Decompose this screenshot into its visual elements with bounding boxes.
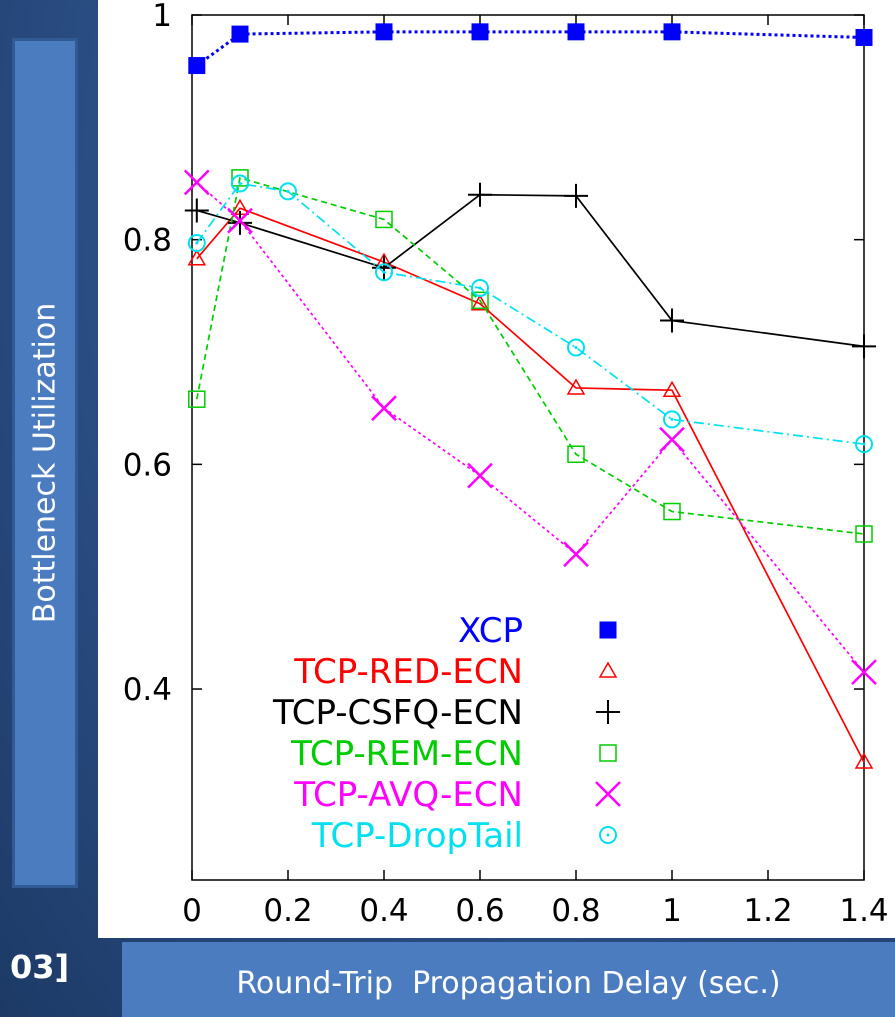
series-tcp-red-ecn [187,198,874,769]
x-tick-label: 1 [662,893,682,929]
series-line [196,182,865,445]
marker-circle [375,263,393,282]
marker-circle [567,338,585,357]
marker-cross [371,395,397,422]
marker-circle [471,278,489,297]
utilization-line-chart: 0 0.2 0.4 0.6 0.8 1 1.2 1.4 0.4 0.6 0.8 1 XCPTCP-RED… [123,0,889,929]
x-tick-label: 0.8 [551,893,600,929]
series-tcp-csfq-ecn [184,182,876,359]
y-tick-label: 0.4 [123,672,172,708]
marker-square [375,210,393,229]
marker-square [567,445,585,463]
series-tcp-rem-ecn [188,169,873,543]
marker-cross [659,426,685,453]
legend-label: TCP-AVQ-ECN [293,775,523,815]
legend: XCPTCP-RED-ECNTCP-CSFQ-ECNTCP-REM-ECNTCP… [272,611,621,856]
marker-square [855,525,873,543]
marker-triangle [854,752,874,769]
marker-circle-dot [670,417,674,421]
x-tick-label: 0.6 [455,893,504,929]
legend-label: TCP-RED-ECN [293,652,523,692]
marker-square [188,390,206,408]
marker-plus [468,182,492,207]
marker-cross [851,659,877,686]
legend-label: XCP [458,611,523,651]
legend-marker [596,700,620,724]
legend-marker [598,661,618,678]
y-tick-label: 0.6 [123,447,172,483]
y-tick-label: 1 [152,0,172,34]
series-tcp-avq-ecn [183,169,877,686]
marker-cross [227,207,253,234]
marker-circle-dot [195,241,199,245]
marker-plus [660,308,684,333]
x-axis-label-box: Round-Trip Propagation Delay (sec.) [122,942,895,1017]
y-axis-label-box: Bottleneck Utilization [12,38,78,888]
slide-reference-fragment: 03] [10,948,70,986]
series-line [196,181,865,673]
marker-circle-dot [382,270,386,274]
marker-cross [563,541,589,568]
marker-cross [467,462,493,489]
marker-circle-dot [238,182,242,186]
marker-plus [228,210,252,235]
series-line [196,207,865,763]
x-tick-label: 0 [182,893,202,929]
legend-marker [595,781,621,807]
legend-marker [599,744,617,762]
marker-circle [855,435,873,454]
marker-square [471,291,489,310]
x-axis-label: Round-Trip Propagation Delay (sec.) [236,965,781,1001]
marker-triangle [470,294,490,311]
x-tick-label: 0.2 [263,893,312,929]
y-axis-label: Bottleneck Utilization [27,302,63,624]
marker-circle-dot [862,442,866,446]
series-line [195,30,865,67]
legend-label: TCP-REM-ECN [290,734,523,774]
series-line [195,176,865,535]
marker-square [663,502,681,521]
marker-plus [564,183,588,208]
legend-label: TCP-DropTail [311,816,523,856]
marker-plus [372,255,396,280]
x-tick-label: 0.4 [359,893,408,929]
marker-triangle [187,249,207,266]
marker-circle [279,182,297,201]
marker-triangle [662,380,682,397]
marker-filled-square [231,25,249,43]
marker-filled-square [567,23,585,41]
x-tick-label: 1.4 [839,893,888,929]
series-tcp-droptail [187,174,873,454]
marker-circle [187,234,206,253]
x-tick-label: 1.2 [743,893,792,929]
marker-plus [852,334,876,359]
legend-marker [599,826,617,844]
marker-circle-dot [574,346,578,350]
series-line [196,193,865,348]
marker-circle [231,174,249,193]
series-xcp [188,23,873,75]
plot-frame [191,14,865,881]
legend-marker [599,621,617,639]
marker-filled-square [663,23,681,41]
marker-square [231,169,249,187]
marker-circle-dot [286,189,290,193]
legend-label: TCP-CSFQ-ECN [272,693,523,733]
marker-filled-square [471,23,489,41]
marker-circle-dot [478,286,482,290]
marker-plus [184,198,209,223]
marker-filled-square [188,57,206,75]
marker-triangle [566,378,586,395]
y-tick-label: 0.8 [123,223,172,259]
marker-circle-dot [606,833,610,837]
marker-filled-square [855,28,873,46]
marker-filled-square [375,23,393,41]
marker-cross [183,169,210,196]
plot-panel: 0 0.2 0.4 0.6 0.8 1 1.2 1.4 0.4 0.6 0.8 1 XCP TCP-RED… [98,0,895,938]
marker-circle [663,410,681,429]
